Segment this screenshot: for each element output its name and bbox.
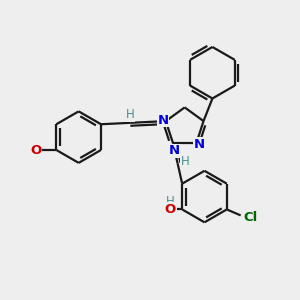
Text: Cl: Cl: [244, 211, 258, 224]
Text: H: H: [125, 108, 134, 122]
Text: O: O: [30, 143, 41, 157]
Text: H: H: [166, 195, 175, 208]
Text: N: N: [169, 144, 180, 158]
Text: O: O: [165, 203, 176, 216]
Text: H: H: [181, 155, 190, 168]
Text: N: N: [157, 114, 168, 127]
Text: N: N: [194, 138, 205, 151]
